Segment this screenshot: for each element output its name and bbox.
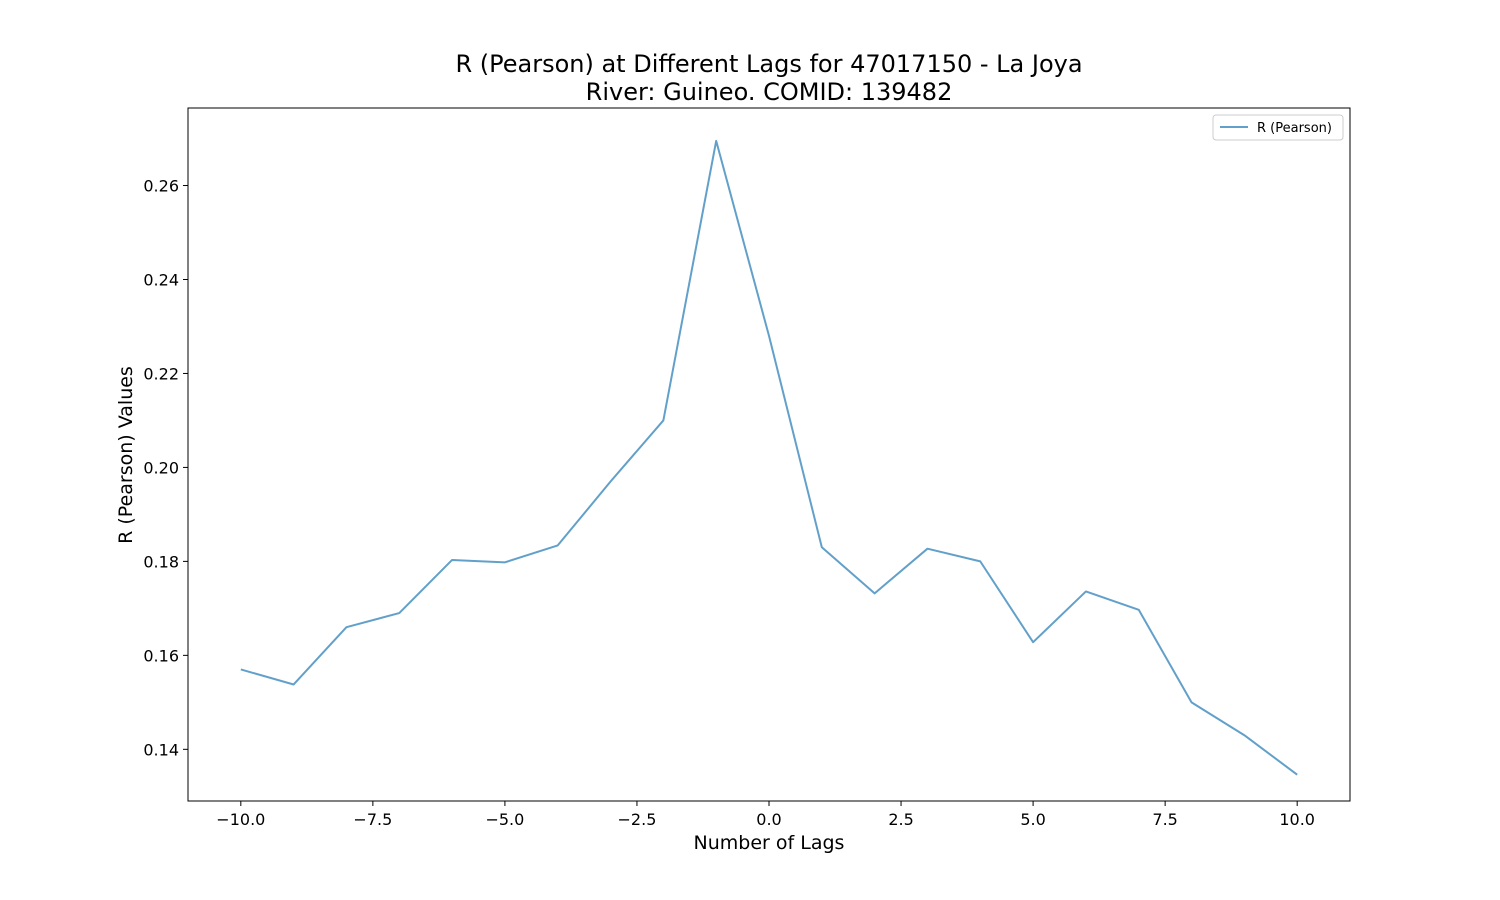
y-tick-label: 0.18 <box>143 552 179 571</box>
x-tick-label: 2.5 <box>888 810 913 829</box>
y-tick-label: 0.16 <box>143 646 179 665</box>
data-point <box>977 558 983 564</box>
data-point <box>1189 699 1195 705</box>
legend-box <box>1212 114 1344 141</box>
x-tick-label: −7.5 <box>353 810 392 829</box>
series-layer <box>238 138 1300 778</box>
x-tick-label: 7.5 <box>1152 810 1177 829</box>
x-tick-label: −5.0 <box>485 810 524 829</box>
data-point <box>660 417 666 423</box>
y-tick-label: 0.22 <box>143 364 179 383</box>
legend: R (Pearson) <box>1212 114 1344 141</box>
chart-subtitle: River: Guineo. COMID: 139482 <box>586 78 953 106</box>
data-point <box>502 559 508 565</box>
data-point <box>449 557 455 563</box>
y-tick-label: 0.24 <box>143 270 179 289</box>
legend-label: R (Pearson) <box>1257 121 1332 136</box>
x-tick-label: 10.0 <box>1279 810 1315 829</box>
chart-title: R (Pearson) at Different Lags for 470171… <box>455 50 1082 78</box>
data-point <box>1294 772 1300 778</box>
y-tick-label: 0.14 <box>143 740 179 759</box>
x-axis-ticks: −10.0 −7.5 −5.0 −2.5 0.0 2.5 5.0 7.5 10.0 <box>216 801 1315 829</box>
data-point <box>1030 639 1036 645</box>
data-point <box>872 590 878 596</box>
x-tick-label: 5.0 <box>1020 810 1045 829</box>
series-line-0 <box>240 139 1298 776</box>
x-tick-label: −2.5 <box>618 810 657 829</box>
x-tick-label: −10.0 <box>216 810 265 829</box>
data-point <box>713 138 719 144</box>
y-axis-label: R (Pearson) Values <box>115 366 137 544</box>
data-point <box>608 479 614 485</box>
data-point <box>819 544 825 550</box>
data-point <box>1136 607 1142 613</box>
x-tick-label: 0.0 <box>756 810 781 829</box>
y-tick-label: 0.26 <box>143 177 179 196</box>
data-point <box>396 610 402 616</box>
data-point <box>555 542 561 548</box>
y-tick-label: 0.20 <box>143 458 179 477</box>
data-point <box>766 333 772 339</box>
data-point <box>238 666 244 672</box>
data-point <box>291 681 297 687</box>
data-point <box>1083 588 1089 594</box>
y-axis-ticks: 0.14 0.16 0.18 0.20 0.22 0.24 0.26 <box>143 177 188 759</box>
x-axis-label: Number of Lags <box>694 832 845 854</box>
data-point <box>1241 732 1247 738</box>
data-point <box>924 546 930 552</box>
data-point <box>343 624 349 630</box>
plot-frame <box>187 107 1351 802</box>
